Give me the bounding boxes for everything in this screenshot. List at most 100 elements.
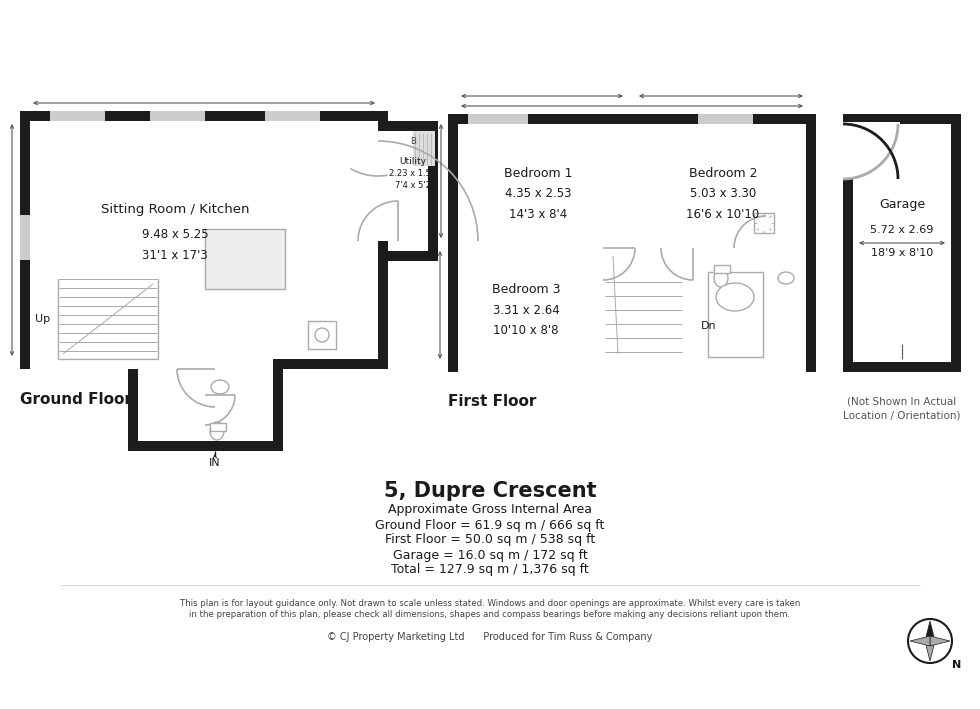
Bar bbox=[898, 114, 961, 124]
Bar bbox=[693, 362, 806, 372]
Bar bbox=[755, 114, 763, 124]
Text: Bedroom 2: Bedroom 2 bbox=[689, 167, 758, 180]
Bar bbox=[308, 321, 336, 349]
Bar bbox=[853, 124, 951, 362]
Bar bbox=[843, 179, 853, 372]
Bar bbox=[468, 362, 523, 372]
Bar bbox=[205, 229, 285, 289]
Text: Utility: Utility bbox=[400, 157, 426, 165]
Circle shape bbox=[908, 619, 952, 663]
Bar bbox=[714, 265, 730, 273]
Bar bbox=[128, 369, 138, 451]
Text: (Not Shown In Actual: (Not Shown In Actual bbox=[848, 397, 956, 407]
Bar bbox=[626, 124, 636, 248]
Bar bbox=[593, 362, 693, 372]
Bar bbox=[20, 215, 30, 260]
Bar bbox=[530, 114, 538, 124]
Bar bbox=[273, 369, 283, 451]
Text: This plan is for layout guidance only. Not drawn to scale unless stated. Windows: This plan is for layout guidance only. N… bbox=[179, 599, 801, 619]
Bar bbox=[754, 213, 774, 233]
Ellipse shape bbox=[211, 380, 229, 394]
Text: First Floor = 50.0 sq m / 538 sq ft: First Floor = 50.0 sq m / 538 sq ft bbox=[385, 533, 595, 547]
Bar bbox=[603, 248, 683, 362]
Text: 16'6 x 10'10: 16'6 x 10'10 bbox=[686, 208, 760, 221]
Ellipse shape bbox=[714, 269, 728, 287]
Text: 14'3 x 8'4: 14'3 x 8'4 bbox=[509, 208, 567, 221]
Bar bbox=[593, 248, 603, 362]
Bar bbox=[693, 238, 816, 248]
Bar bbox=[210, 423, 226, 431]
Bar bbox=[378, 121, 438, 261]
Bar bbox=[626, 238, 636, 248]
Text: Garage: Garage bbox=[879, 198, 925, 211]
Bar bbox=[458, 124, 806, 362]
Text: Approximate Gross Internal Area: Approximate Gross Internal Area bbox=[388, 503, 592, 516]
Bar bbox=[150, 111, 205, 121]
Bar bbox=[378, 131, 388, 241]
Circle shape bbox=[315, 328, 329, 342]
Polygon shape bbox=[925, 641, 935, 661]
Bar bbox=[378, 111, 388, 369]
Bar bbox=[726, 362, 781, 372]
Bar bbox=[388, 131, 428, 251]
Bar bbox=[205, 229, 285, 289]
Bar bbox=[693, 248, 703, 362]
Bar bbox=[766, 238, 806, 248]
Bar bbox=[708, 272, 763, 357]
Bar bbox=[265, 111, 320, 121]
Bar bbox=[448, 114, 458, 372]
Polygon shape bbox=[925, 621, 935, 641]
Bar bbox=[189, 359, 239, 369]
Text: Up: Up bbox=[35, 314, 50, 324]
Text: 5, Dupre Crescent: 5, Dupre Crescent bbox=[384, 481, 596, 501]
Bar bbox=[413, 131, 435, 166]
Polygon shape bbox=[910, 636, 930, 646]
Bar bbox=[30, 359, 140, 369]
Polygon shape bbox=[930, 636, 950, 646]
Bar bbox=[20, 111, 388, 121]
Text: © CJ Property Marketing Ltd      Produced for Tim Russ & Company: © CJ Property Marketing Ltd Produced for… bbox=[327, 632, 653, 642]
Text: 9.48 x 5.25: 9.48 x 5.25 bbox=[142, 228, 209, 241]
Bar bbox=[138, 395, 210, 405]
Bar bbox=[205, 229, 285, 289]
Bar bbox=[30, 121, 378, 359]
Text: 4.35 x 2.53: 4.35 x 2.53 bbox=[505, 187, 571, 201]
Text: First Floor: First Floor bbox=[448, 394, 536, 410]
Bar bbox=[107, 111, 115, 121]
Text: 2.23 x 1.58: 2.23 x 1.58 bbox=[389, 169, 437, 179]
Bar bbox=[20, 111, 30, 369]
Text: 7'4 x 5'2: 7'4 x 5'2 bbox=[395, 181, 431, 189]
Bar bbox=[767, 199, 806, 238]
Text: 18'9 x 8'10: 18'9 x 8'10 bbox=[871, 248, 933, 258]
Bar bbox=[683, 248, 693, 362]
Text: 31'1 x 17'3: 31'1 x 17'3 bbox=[142, 249, 208, 262]
Bar bbox=[843, 362, 961, 372]
Text: B: B bbox=[410, 137, 416, 145]
Bar bbox=[207, 111, 215, 121]
Bar bbox=[806, 114, 816, 372]
Text: Sitting Room / Kitchen: Sitting Room / Kitchen bbox=[101, 203, 249, 216]
Ellipse shape bbox=[716, 283, 754, 311]
Bar bbox=[138, 359, 273, 441]
Text: 5.03 x 3.30: 5.03 x 3.30 bbox=[690, 187, 757, 201]
Text: Ground Floor = 61.9 sq m / 666 sq ft: Ground Floor = 61.9 sq m / 666 sq ft bbox=[375, 518, 605, 532]
Bar bbox=[843, 114, 853, 372]
Bar bbox=[698, 114, 753, 124]
Bar bbox=[128, 441, 283, 451]
Bar bbox=[468, 114, 528, 124]
Text: Bedroom 3: Bedroom 3 bbox=[492, 283, 561, 296]
Text: 5.72 x 2.69: 5.72 x 2.69 bbox=[870, 225, 934, 235]
Bar bbox=[50, 111, 105, 121]
Text: Ground Floor: Ground Floor bbox=[20, 391, 132, 406]
Text: Total = 127.9 sq m / 1,376 sq ft: Total = 127.9 sq m / 1,376 sq ft bbox=[391, 564, 589, 576]
Text: Garage = 16.0 sq m / 172 sq ft: Garage = 16.0 sq m / 172 sq ft bbox=[393, 549, 587, 562]
Bar bbox=[766, 208, 776, 248]
Text: Location / Orientation): Location / Orientation) bbox=[843, 411, 960, 421]
Bar bbox=[195, 359, 235, 369]
Bar bbox=[322, 111, 330, 121]
Text: Bedroom 1: Bedroom 1 bbox=[504, 167, 572, 180]
Bar bbox=[843, 124, 853, 174]
Bar bbox=[20, 359, 388, 369]
Ellipse shape bbox=[778, 272, 794, 284]
Text: 10'10 x 8'8: 10'10 x 8'8 bbox=[493, 324, 559, 337]
